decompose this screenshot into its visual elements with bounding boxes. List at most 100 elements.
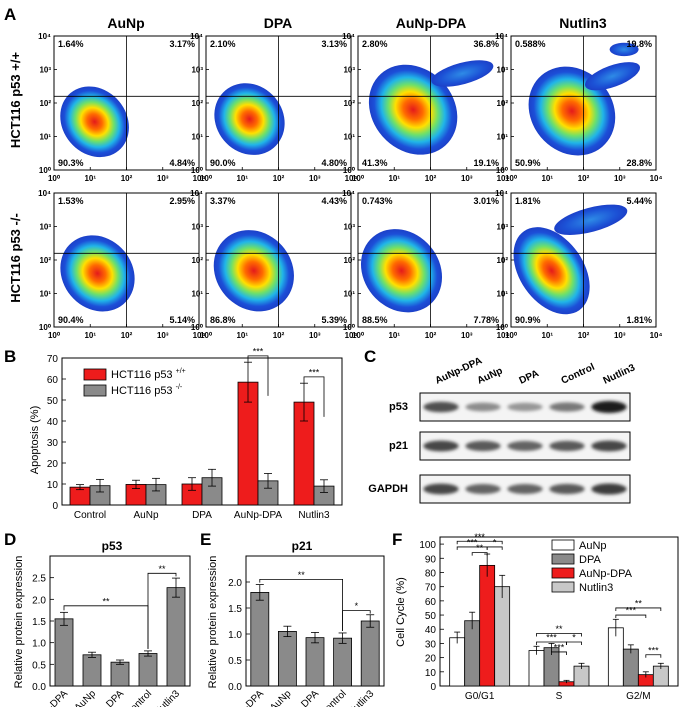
y-tick-label: 10¹ bbox=[496, 133, 508, 142]
quadrant-label-upper-right: 3.13% bbox=[321, 39, 347, 49]
significance-label: * bbox=[572, 633, 576, 643]
y-tick-label: 90 bbox=[425, 554, 437, 565]
legend-label: HCT116 p53 +/+ bbox=[111, 368, 186, 381]
legend-swatch bbox=[83, 368, 107, 381]
panel-letter-f: F bbox=[392, 530, 402, 549]
blot-band bbox=[423, 440, 459, 452]
quadrant-label-lower-right: 7.78% bbox=[473, 315, 499, 325]
x-tick-label: 10³ bbox=[157, 331, 169, 340]
quadrant-label-upper-left: 0.588% bbox=[515, 39, 546, 49]
y-tick-label: 50 bbox=[425, 611, 437, 622]
blot-band bbox=[549, 440, 585, 452]
bar bbox=[449, 637, 466, 687]
y-tick-label: 30 bbox=[425, 639, 437, 650]
y-tick-label: 10⁰ bbox=[496, 166, 509, 175]
x-tick-label: DPA bbox=[104, 688, 126, 707]
x-tick-label: 10¹ bbox=[236, 331, 248, 340]
quadrant-label-lower-left: 88.5% bbox=[362, 315, 388, 325]
y-tick-label: 10² bbox=[39, 256, 51, 265]
quadrant-label-lower-left: 90.3% bbox=[58, 158, 84, 168]
blot-band bbox=[465, 440, 501, 452]
quadrant-label-lower-left: 41.3% bbox=[362, 158, 388, 168]
quadrant-label-lower-left: 90.4% bbox=[58, 315, 84, 325]
y-tick-label: 70 bbox=[425, 583, 437, 594]
legend-label: DPA bbox=[579, 554, 601, 566]
legend-swatch bbox=[83, 384, 107, 397]
quadrant-label-upper-left: 2.10% bbox=[210, 39, 236, 49]
y-tick-label: 10³ bbox=[191, 66, 203, 75]
x-tick-label: 10² bbox=[121, 174, 133, 183]
significance-label: * bbox=[493, 537, 497, 547]
quadrant-label-upper-left: 0.743% bbox=[362, 196, 393, 206]
significance-label: ** bbox=[476, 543, 484, 553]
x-tick-label: 10⁰ bbox=[48, 174, 61, 183]
y-tick-label: 10⁰ bbox=[39, 323, 52, 332]
significance-bracket bbox=[486, 546, 503, 550]
y-tick-label: 10³ bbox=[39, 223, 51, 232]
y-tick-label: 10³ bbox=[343, 66, 355, 75]
x-tick-label: 10³ bbox=[461, 331, 473, 340]
quadrant-label-lower-left: 50.9% bbox=[515, 158, 541, 168]
x-tick-label: Control bbox=[124, 688, 155, 707]
bar bbox=[138, 653, 158, 687]
y-tick-label: 10² bbox=[191, 99, 203, 108]
flow-plot-r0-c0: 1.64% 3.17%90.3% 4.84%10⁰ 10¹ 10² 10³ 10⁴10⁰10… bbox=[38, 32, 205, 183]
y-tick-label: 10² bbox=[343, 256, 355, 265]
x-tick-label: G2/M bbox=[626, 691, 650, 702]
y-tick-label: 0 bbox=[52, 501, 58, 512]
y-tick-label: 10⁰ bbox=[39, 166, 52, 175]
blot-lane-label: Control bbox=[560, 362, 597, 387]
x-tick-label: 10¹ bbox=[236, 174, 248, 183]
x-tick-label: 10⁴ bbox=[650, 174, 663, 183]
blot-lane-label: DPA bbox=[518, 368, 541, 387]
x-tick-label: 10³ bbox=[157, 174, 169, 183]
flow-plot-r0-c2: 2.80% 36.8%41.3% 19.1%10⁰ 10¹ 10² 10³ 10⁴10⁰10… bbox=[342, 32, 509, 183]
flow-plot-r1-c0: 1.53% 2.95%90.4% 5.14%10⁰ 10¹ 10² 10³ 10⁴10⁰10… bbox=[38, 189, 205, 340]
bar bbox=[607, 627, 624, 687]
legend-swatch bbox=[551, 539, 575, 551]
panel-f-cell-cycle-chart: Cell Cycle (%) 0 10 20 30 40 50 60 70 80 90 100 G0/… bbox=[395, 532, 679, 702]
significance-bracket bbox=[615, 607, 662, 611]
y-tick-label: 10³ bbox=[343, 223, 355, 232]
bar bbox=[464, 620, 481, 687]
x-tick-label: 10⁰ bbox=[200, 331, 213, 340]
y-tick-label: 10⁰ bbox=[343, 166, 356, 175]
y-tick-label: 10⁴ bbox=[190, 189, 203, 198]
y-tick-label: 10⁴ bbox=[495, 32, 508, 41]
panel-letter-b: B bbox=[4, 347, 16, 366]
y-tick-label: 0.0 bbox=[228, 682, 242, 693]
x-tick-label: 10⁴ bbox=[345, 331, 358, 340]
panel-a-flow-cytometry: AuNp DPA AuNp-DPA Nutlin3 HCT116 p53 +/+… bbox=[8, 15, 662, 340]
bar bbox=[333, 637, 353, 687]
flow-plot-r1-c3: 1.81% 5.44%90.9% 1.81%10⁰ 10¹ 10² 10³ 10⁴10⁰10… bbox=[495, 189, 662, 340]
x-tick-label: 10² bbox=[273, 331, 285, 340]
bar bbox=[277, 631, 297, 687]
quadrant-label-upper-left: 1.53% bbox=[58, 196, 84, 206]
legend-label: AuNp-DPA bbox=[579, 568, 633, 580]
bar bbox=[305, 637, 325, 687]
blot-band bbox=[423, 483, 459, 495]
significance-label: *** bbox=[546, 633, 557, 643]
significance-bracket bbox=[63, 605, 149, 649]
blot-band bbox=[507, 484, 543, 494]
y-tick-label: 30 bbox=[47, 438, 59, 449]
panel-f-ylabel: Cell Cycle (%) bbox=[395, 577, 407, 647]
bar bbox=[250, 592, 270, 687]
y-tick-label: 10² bbox=[39, 99, 51, 108]
bar bbox=[110, 661, 130, 687]
y-tick-label: 10³ bbox=[496, 223, 508, 232]
quadrant-label-lower-right: 4.84% bbox=[169, 158, 195, 168]
significance-label: *** bbox=[554, 642, 565, 652]
x-tick-label: 10⁰ bbox=[352, 174, 365, 183]
significance-bracket bbox=[456, 540, 503, 545]
y-tick-label: 10³ bbox=[496, 66, 508, 75]
legend-swatch bbox=[551, 581, 575, 593]
x-tick-label: AuNp-DPA bbox=[234, 510, 282, 521]
y-tick-label: 20 bbox=[425, 654, 437, 665]
significance-bracket bbox=[566, 641, 582, 646]
y-tick-label: 1.5 bbox=[32, 617, 46, 628]
x-tick-label: 10¹ bbox=[388, 331, 400, 340]
y-tick-label: 2.0 bbox=[228, 578, 242, 589]
column-title-nutlin3: Nutlin3 bbox=[559, 15, 607, 31]
blot-band bbox=[465, 484, 501, 494]
